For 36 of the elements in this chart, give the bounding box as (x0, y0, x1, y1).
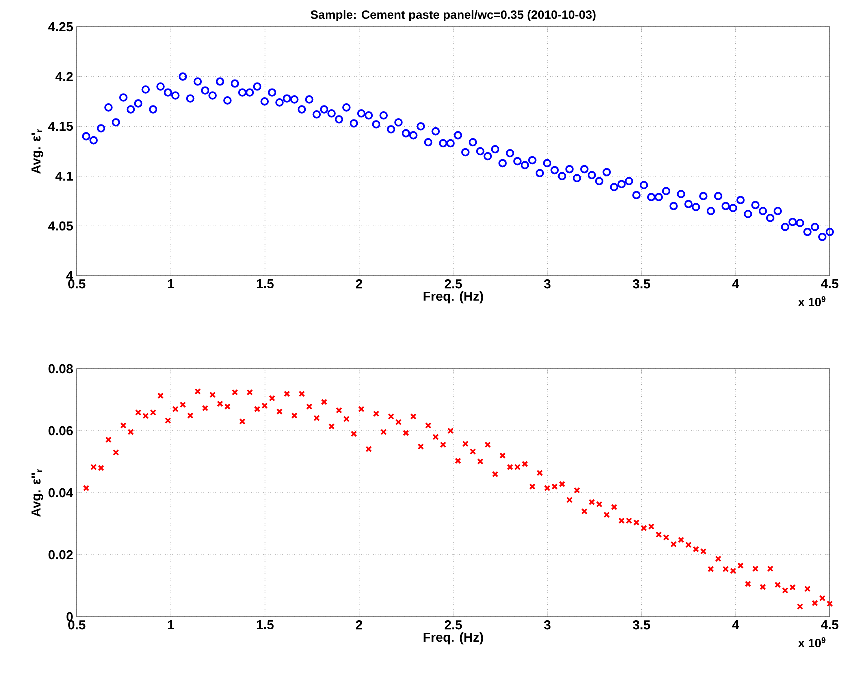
x-tick-label: 4 (732, 620, 740, 630)
x-tick-label: 2 (356, 620, 362, 630)
x-tick-label: 3 (544, 280, 551, 289)
y-tick-label: 4.15 (48, 122, 74, 132)
x-tick-label: 0.5 (68, 280, 86, 289)
x-tick-label: 4.5 (821, 280, 839, 289)
y-tick-label: 4 (66, 272, 74, 280)
x-tick-label: 1.5 (257, 280, 274, 289)
x-tick-label: 3.5 (633, 280, 650, 289)
x-tick-label: 2.5 (444, 280, 462, 289)
y-tick-label: 0.06 (48, 426, 74, 436)
y-tick-label: 4.25 (48, 22, 74, 32)
x-tick-label: 1 (168, 280, 174, 288)
x-tick-label: 0.5 (68, 620, 86, 630)
x-tick-label: 2.5 (444, 620, 462, 630)
y-tick-label: 0.02 (48, 550, 73, 560)
x-tick-label: 2 (356, 280, 362, 289)
x-tick-label: 1 (168, 620, 174, 630)
text: x 10$^{9}$ (798, 638, 826, 648)
x-tick-label: 3.5 (633, 620, 650, 630)
y-tick-label: 0.08 (48, 364, 74, 374)
x-tick-label: 4 (732, 280, 740, 288)
y-axis-title: Avg. ε'$_{r}$ (32, 129, 44, 174)
x-axis-title: Freq. (Hz) (424, 632, 484, 645)
text: x 10$^{9}$ (798, 296, 826, 307)
y-tick-label: 0 (66, 612, 73, 622)
y-tick-label: 0.04 (48, 488, 74, 498)
x-tick-label: 1.5 (257, 620, 274, 630)
y-axis-title: Avg. ε''$_{r}$ (32, 469, 44, 518)
y-tick-label: 4.05 (48, 222, 74, 231)
x-axis-title: Freq. (Hz) (424, 292, 484, 304)
y-tick-label: 4.1 (56, 172, 74, 181)
y-tick-label: 4.2 (56, 72, 73, 82)
chart-title: Sample: Cement paste panel/wc=0.35 (2010-10-03) (310, 10, 596, 22)
x-tick-label: 3 (544, 620, 551, 630)
x-tick-label: 4.5 (821, 620, 839, 630)
